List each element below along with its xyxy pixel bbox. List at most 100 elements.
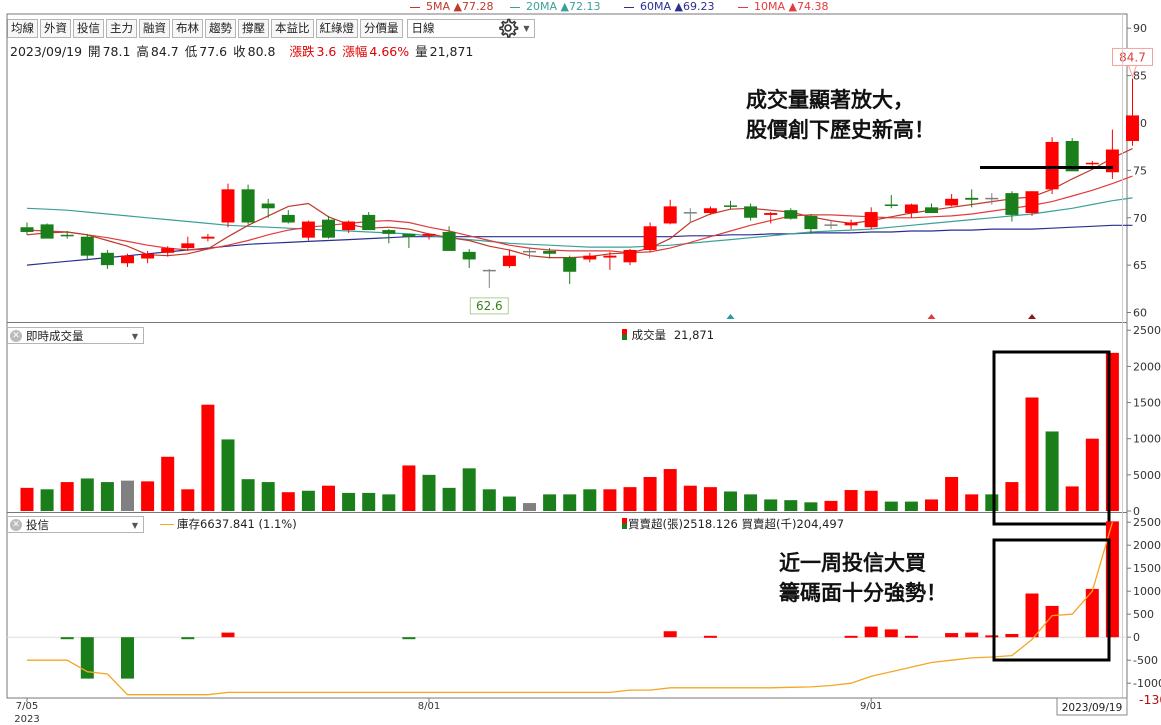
volume-bar — [422, 474, 436, 511]
volume-indicator-select[interactable]: ✕ 即時成交量 ▼ — [7, 327, 144, 344]
signal-marker-icon — [927, 314, 936, 319]
price-tick-label: 65 — [1133, 259, 1147, 272]
trust-net-bar — [703, 635, 717, 638]
volume-legend-label: 成交量 — [631, 328, 667, 342]
volume-bar — [221, 439, 235, 511]
volume-bar — [643, 477, 657, 511]
volume-bar — [40, 489, 54, 511]
legend-text: 60MA ▲69.23 — [640, 0, 715, 13]
candle-body — [683, 212, 697, 214]
trust-net-bar — [1045, 605, 1059, 638]
volume-bar — [985, 494, 999, 511]
candle-body — [1005, 193, 1019, 215]
settings-gear-icon[interactable] — [497, 17, 519, 39]
legend-line-icon — [410, 6, 420, 8]
legend-20ma: 20MA ▲72.13 — [510, 0, 600, 13]
close-pane-icon[interactable]: ✕ — [10, 330, 22, 342]
volume-bar — [523, 503, 536, 511]
chevron-down-icon: ▼ — [131, 521, 138, 530]
volume-bar — [80, 478, 94, 511]
candle-body — [322, 219, 335, 238]
trust-indicator-select[interactable]: ✕ 投信 ▼ — [7, 516, 144, 533]
indicator-tab-6[interactable]: 趨勢 — [205, 19, 236, 38]
close-label: 收 — [233, 44, 246, 59]
close-value: 80.8 — [247, 44, 276, 59]
annotation-price-line1: 成交量顯著放大， — [746, 88, 914, 112]
indicator-tab-4[interactable]: 融資 — [139, 19, 170, 38]
volume-bar — [844, 490, 858, 511]
indicator-tab-9[interactable]: 紅綠燈 — [315, 19, 358, 38]
trust-net-bar — [402, 637, 416, 640]
volume-bar — [925, 499, 938, 511]
indicator-tab-7[interactable]: 撐壓 — [238, 19, 269, 38]
annotation-price: 成交量顯著放大， 股價創下歷史新高！ — [746, 85, 935, 145]
signal-marker-icon — [726, 314, 735, 319]
candle-body — [784, 210, 798, 219]
high-marker-pointer — [1127, 64, 1138, 78]
indicator-tab-5[interactable]: 布林 — [172, 19, 203, 38]
candle-body — [141, 253, 155, 259]
candle-body — [40, 224, 54, 239]
trust-net-bar — [965, 632, 979, 638]
candle-body — [583, 255, 597, 260]
indicator-tab-1[interactable]: 外資 — [40, 19, 71, 38]
volume-bar — [1025, 397, 1039, 511]
volume-bar — [141, 481, 155, 511]
indicator-tab-0[interactable]: 均線 — [7, 19, 38, 38]
open-label: 開 — [88, 44, 101, 59]
candle-body — [100, 252, 114, 266]
candle-body — [422, 233, 436, 236]
trust-tick-label: 2000 — [1133, 539, 1161, 552]
current-date-box — [1056, 697, 1128, 716]
legend-text: 5MA ▲77.28 — [426, 0, 494, 13]
close-pane-icon[interactable]: ✕ — [10, 519, 22, 531]
indicator-tab-2[interactable]: 投信 — [73, 19, 104, 38]
signal-marker-icon — [1028, 314, 1036, 319]
candle-body — [663, 206, 677, 224]
trust-tick-label: 1500 — [1133, 562, 1161, 575]
trust-indicator-label: 投信 — [26, 518, 49, 532]
volume-label: 量 — [415, 44, 428, 59]
candle-body — [181, 243, 195, 249]
indicator-tab-3[interactable]: 主力 — [106, 19, 137, 38]
volume-bar — [201, 404, 215, 511]
volume-bar — [804, 502, 818, 511]
volume-value: 21,871 — [429, 44, 474, 59]
volume-bar — [904, 501, 918, 511]
candle-body — [643, 226, 657, 250]
high-value: 84.7 — [150, 44, 179, 59]
volume-bar — [1065, 486, 1079, 511]
candle-body — [20, 227, 34, 232]
indicator-tab-8[interactable]: 本益比 — [271, 19, 314, 38]
candle-body — [502, 255, 516, 267]
volume-tick-label: 0 — [1133, 505, 1140, 518]
trust-tick-label: -1000 — [1133, 677, 1161, 690]
price-tick-label: 75 — [1133, 164, 1147, 177]
trust-net-bar — [1085, 588, 1099, 638]
candle-body — [221, 189, 235, 223]
volume-bar — [281, 492, 295, 511]
current-date-label: 2023/09/19 — [1062, 702, 1123, 714]
ohlc-date: 2023/09/19 — [10, 44, 83, 59]
volume-bar — [744, 494, 758, 511]
legend-60ma: 60MA ▲69.23 — [624, 0, 714, 13]
volume-legend-value: 21,871 — [673, 328, 715, 342]
trust-net-bar — [985, 635, 999, 638]
high-label: 高 — [136, 44, 149, 59]
legend-line-icon — [624, 6, 634, 8]
price-tick-label: 60 — [1133, 307, 1147, 320]
indicator-tab-10[interactable]: 分價量 — [360, 19, 403, 38]
volume-bar — [502, 496, 516, 511]
legend-line-icon — [738, 6, 748, 8]
candle-body — [864, 212, 878, 228]
change-label: 漲跌 — [289, 44, 315, 59]
candle-body — [462, 251, 476, 260]
volume-bar — [301, 490, 315, 511]
candle-body — [925, 207, 938, 214]
trust-net-bar — [663, 631, 677, 638]
volume-bar — [583, 489, 597, 511]
candle-body — [362, 214, 376, 231]
pct-value: 4.66% — [369, 44, 410, 59]
volume-bar — [100, 482, 114, 511]
volume-bar — [965, 494, 979, 511]
